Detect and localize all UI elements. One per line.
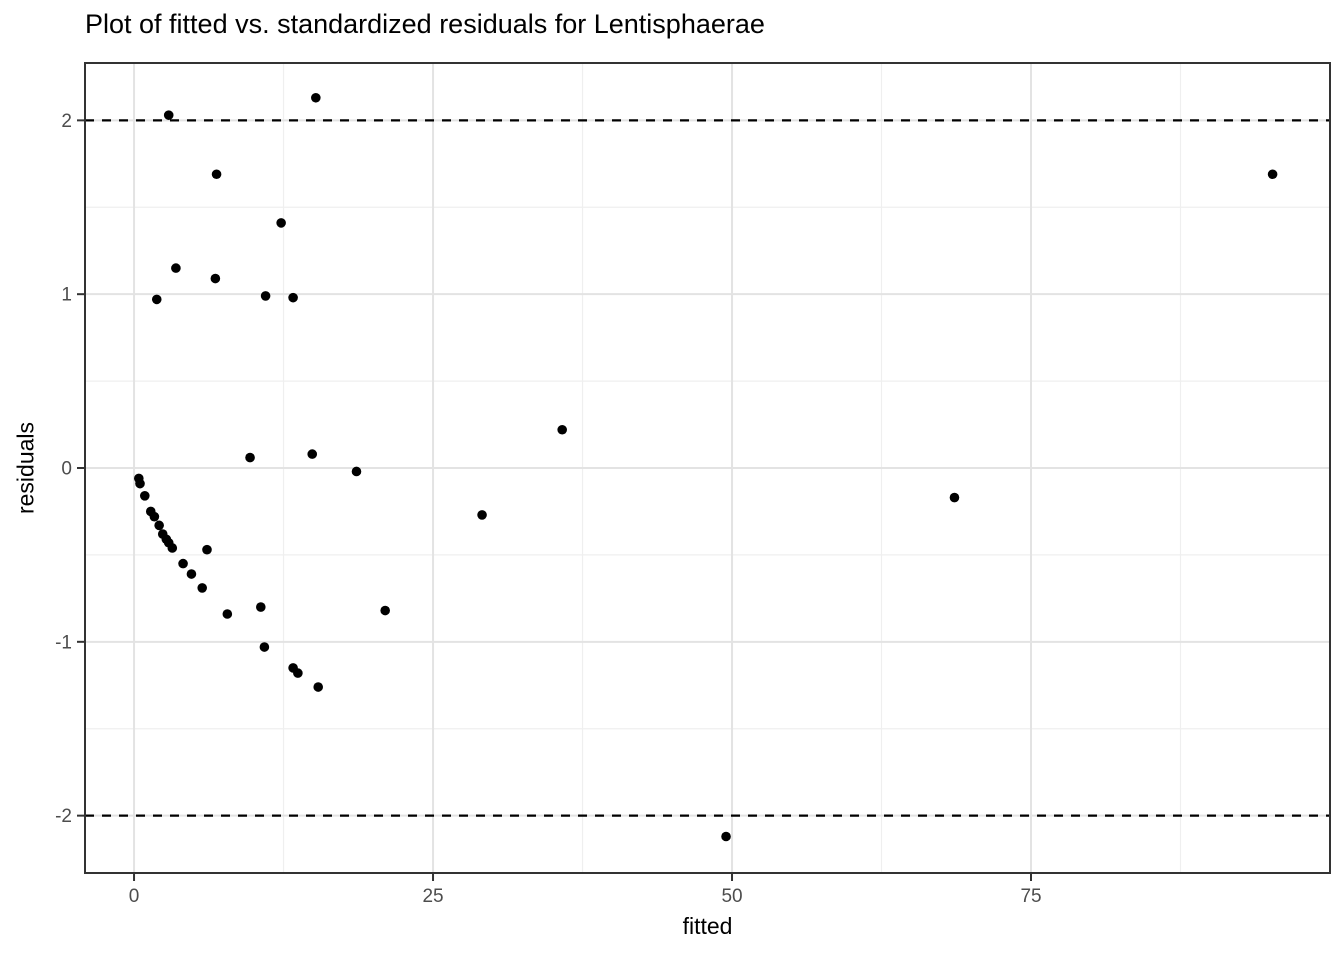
data-point bbox=[380, 605, 390, 616]
x-tick-label: 75 bbox=[1020, 886, 1041, 907]
data-point bbox=[949, 492, 960, 503]
data-point bbox=[178, 558, 188, 569]
y-tick-label: 2 bbox=[61, 111, 72, 132]
data-point bbox=[557, 424, 567, 435]
data-point bbox=[171, 263, 181, 273]
x-axis-title: fitted bbox=[682, 913, 733, 939]
y-tick-label: -1 bbox=[55, 632, 72, 653]
data-point bbox=[259, 642, 270, 652]
y-tick-label: 1 bbox=[61, 285, 72, 306]
data-point bbox=[163, 110, 174, 120]
data-point bbox=[210, 273, 221, 284]
data-point bbox=[211, 169, 222, 180]
data-point bbox=[149, 511, 160, 522]
data-point bbox=[135, 478, 145, 489]
data-point bbox=[139, 491, 150, 501]
y-axis-title: residuals bbox=[12, 421, 39, 515]
data-point bbox=[256, 602, 266, 612]
y-tick-label: -2 bbox=[55, 806, 72, 827]
data-point bbox=[288, 292, 298, 303]
data-point bbox=[245, 452, 255, 463]
data-point bbox=[154, 520, 164, 531]
data-point bbox=[186, 569, 197, 579]
data-point bbox=[151, 294, 162, 305]
data-point bbox=[197, 583, 208, 593]
data-point bbox=[307, 449, 318, 459]
y-tick-label: 0 bbox=[61, 459, 72, 480]
data-point bbox=[276, 218, 286, 228]
data-point bbox=[222, 609, 233, 619]
data-point bbox=[351, 466, 362, 477]
x-tick-label: 25 bbox=[422, 886, 443, 907]
plot-title: Plot of fitted vs. standardized residual… bbox=[85, 9, 765, 39]
data-point bbox=[260, 291, 271, 301]
data-point bbox=[477, 510, 487, 520]
data-point bbox=[311, 92, 321, 103]
x-tick-label: 50 bbox=[721, 886, 742, 907]
data-point bbox=[167, 543, 178, 553]
data-point bbox=[313, 682, 324, 692]
data-point bbox=[202, 544, 212, 555]
data-point bbox=[1267, 169, 1278, 180]
data-point bbox=[293, 668, 303, 678]
data-point bbox=[721, 831, 731, 842]
x-tick-label: 0 bbox=[129, 886, 140, 907]
